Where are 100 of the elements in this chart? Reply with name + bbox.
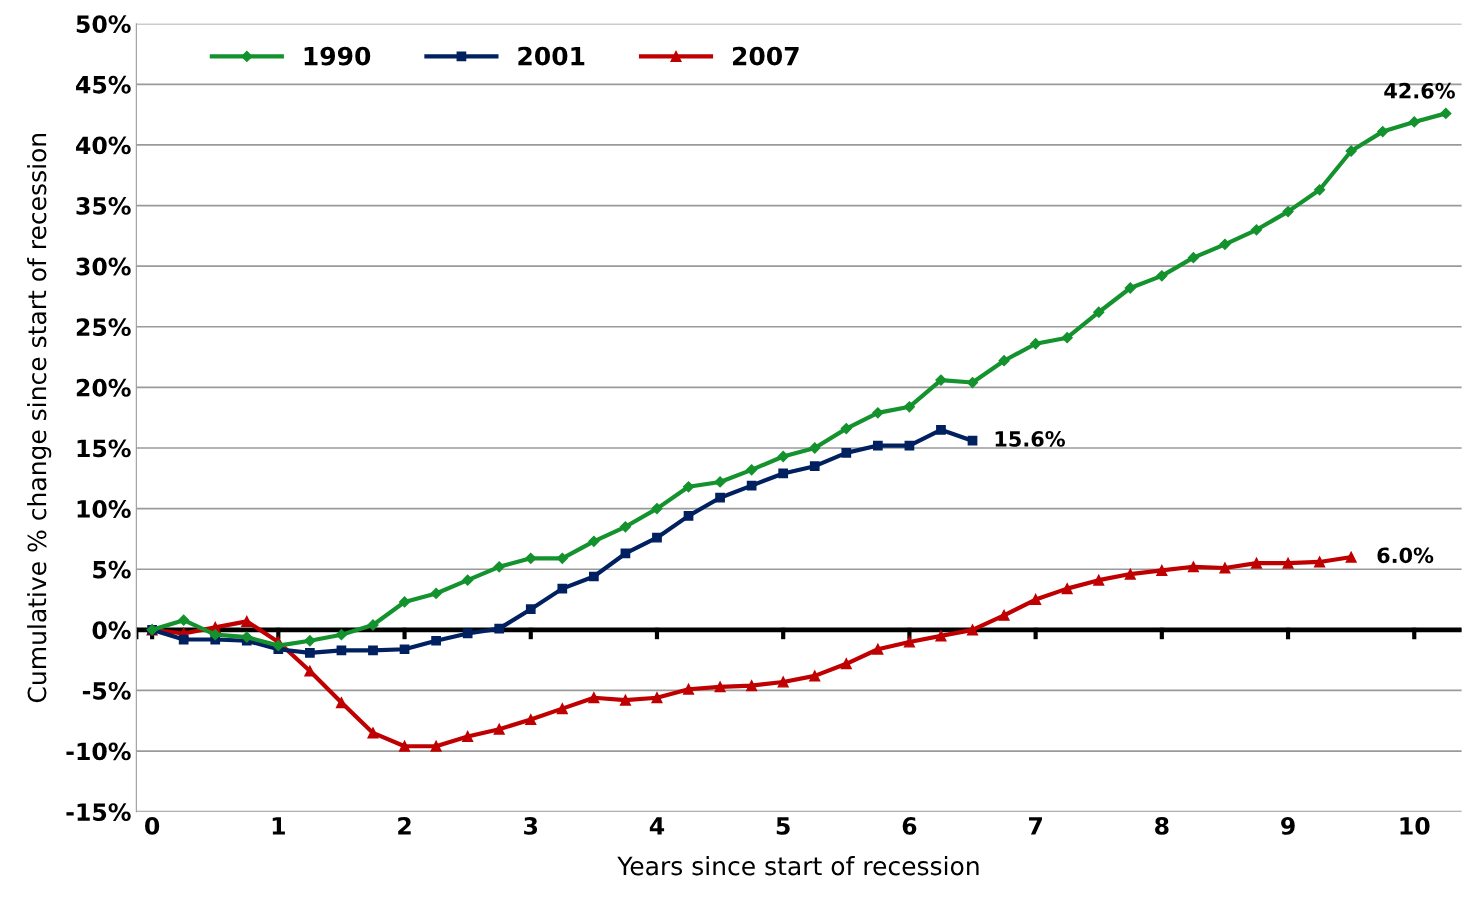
point: [746, 464, 758, 476]
point: [367, 727, 379, 739]
point: [589, 571, 599, 582]
point: [430, 587, 442, 600]
point: [619, 694, 631, 706]
point: [1282, 206, 1294, 218]
legend-label: 2001: [518, 46, 585, 66]
point: [462, 628, 473, 639]
point: [1314, 556, 1326, 568]
point: [304, 635, 316, 647]
point: [1345, 551, 1357, 563]
point: [335, 697, 347, 709]
point: [1345, 145, 1357, 157]
point: [872, 643, 884, 655]
point: [872, 440, 883, 451]
y-tick-label: 45%: [76, 75, 131, 94]
point: [178, 634, 189, 645]
point: [903, 401, 916, 413]
point: [588, 535, 600, 547]
point: [966, 624, 979, 636]
point: [935, 374, 947, 386]
point: [809, 442, 821, 454]
point: [777, 676, 789, 688]
point: [430, 740, 442, 752]
point: [399, 644, 410, 655]
point: [209, 629, 221, 641]
point: [1156, 564, 1168, 576]
point: [462, 574, 474, 586]
point: [494, 623, 505, 634]
point: [746, 480, 757, 491]
point: [1124, 568, 1136, 580]
x-tick-label: 7: [1028, 817, 1042, 835]
point: [683, 511, 694, 521]
x-tick-label: 1: [272, 817, 285, 835]
point: [272, 639, 284, 652]
y-tick-label: 15%: [77, 439, 131, 458]
y-tick-label: 20%: [76, 378, 131, 397]
point: [431, 635, 441, 646]
point: [967, 435, 978, 446]
y-tick-label: 50%: [76, 15, 131, 34]
y-tick-label: 10%: [77, 500, 131, 518]
point: [998, 609, 1010, 621]
point: [335, 629, 348, 641]
point: [1219, 562, 1231, 574]
point: [841, 447, 852, 458]
point: [368, 645, 378, 656]
point: [714, 681, 726, 693]
x-tick-label: 10: [1400, 816, 1430, 835]
point: [1408, 116, 1420, 128]
point: [398, 740, 411, 752]
point: [936, 424, 946, 435]
y-axis-title: Cumulative % change since start of recession: [27, 133, 52, 703]
legend-label: 2007: [732, 46, 799, 66]
legend-label: 1990: [304, 46, 371, 66]
x-tick-label: 4: [649, 817, 665, 835]
y-tick-label: 25%: [76, 318, 131, 337]
y-tick-label: -5%: [82, 681, 131, 700]
point: [1061, 332, 1073, 344]
point: [840, 423, 852, 435]
point: [651, 692, 663, 704]
point: [1156, 270, 1168, 282]
x-tick-label: 8: [1155, 816, 1169, 835]
point: [1440, 107, 1452, 120]
point: [715, 492, 725, 503]
y-tick-label: -10%: [66, 742, 131, 761]
point: [809, 670, 821, 682]
x-tick-label: 9: [1281, 816, 1295, 835]
point: [777, 450, 789, 463]
annotation: 6.0%: [1377, 547, 1434, 564]
point: [1124, 282, 1136, 294]
point: [1093, 306, 1105, 318]
point: [1093, 574, 1105, 586]
point: [588, 692, 600, 704]
point: [493, 723, 505, 735]
point: [682, 683, 695, 695]
point: [493, 561, 505, 573]
point: [652, 532, 662, 543]
point: [935, 630, 947, 642]
point: [1250, 557, 1263, 569]
point: [714, 476, 726, 488]
point: [1282, 557, 1294, 569]
point: [1314, 184, 1326, 196]
point: [1250, 224, 1263, 236]
x-tick-label: 5: [776, 817, 790, 835]
x-tick-label: 2: [398, 816, 411, 835]
point: [525, 604, 536, 615]
point: [557, 583, 568, 594]
y-tick-label: 40%: [76, 136, 131, 155]
point: [840, 658, 852, 670]
point: [556, 703, 568, 715]
point: [998, 355, 1010, 367]
point: [1187, 561, 1199, 573]
annotation: 15.6%: [995, 431, 1065, 447]
point: [1219, 238, 1231, 250]
point: [462, 730, 474, 743]
x-axis-title: Years since start of recession: [617, 856, 979, 876]
point: [398, 596, 411, 608]
x-tick-label: 0: [145, 816, 160, 835]
point: [1061, 583, 1073, 595]
annotation: 42.6%: [1384, 82, 1455, 99]
